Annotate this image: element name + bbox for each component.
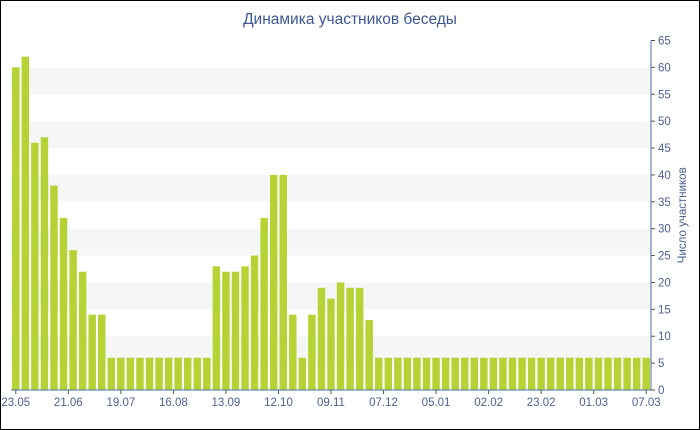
svg-text:07.12: 07.12 [369, 397, 398, 409]
svg-text:20: 20 [658, 277, 671, 289]
svg-text:23.05: 23.05 [1, 397, 30, 409]
svg-text:16.08: 16.08 [159, 397, 188, 409]
svg-text:15: 15 [658, 304, 671, 316]
svg-text:65: 65 [658, 36, 671, 48]
svg-text:0: 0 [658, 385, 664, 397]
svg-text:07.03: 07.03 [632, 397, 661, 409]
svg-text:5: 5 [658, 358, 664, 370]
svg-text:45: 45 [658, 143, 671, 155]
svg-text:02.02: 02.02 [474, 397, 503, 409]
svg-text:01.03: 01.03 [579, 397, 608, 409]
svg-text:50: 50 [658, 116, 671, 128]
svg-text:05.01: 05.01 [422, 397, 451, 409]
svg-text:60: 60 [658, 62, 671, 74]
svg-text:Число участников: Число участников [677, 167, 689, 263]
svg-text:35: 35 [658, 197, 671, 209]
svg-text:09.11: 09.11 [317, 397, 345, 409]
svg-text:10: 10 [658, 331, 671, 343]
svg-text:30: 30 [658, 224, 671, 236]
svg-text:13.09: 13.09 [212, 397, 241, 409]
svg-text:25: 25 [658, 251, 671, 263]
svg-text:19.07: 19.07 [106, 397, 135, 409]
svg-text:21.06: 21.06 [54, 397, 83, 409]
svg-text:40: 40 [658, 170, 671, 182]
svg-text:55: 55 [658, 89, 671, 101]
svg-text:23.02: 23.02 [527, 397, 556, 409]
svg-text:12.10: 12.10 [264, 397, 293, 409]
